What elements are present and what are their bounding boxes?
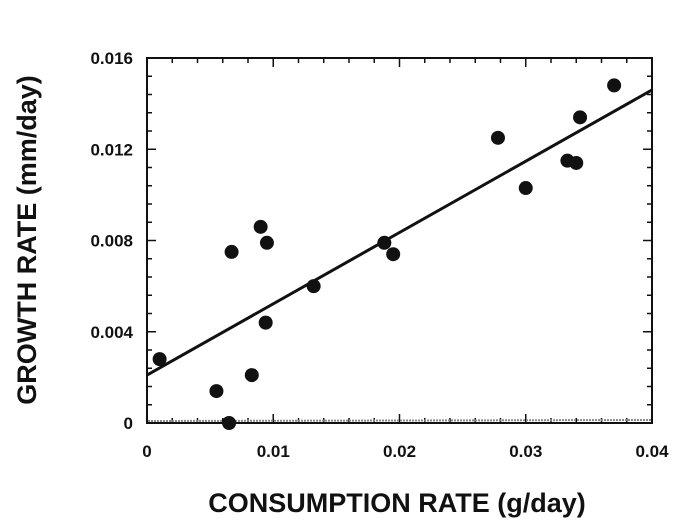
y-tick-label: 0.008 bbox=[90, 232, 133, 251]
x-tick-label: 0.02 bbox=[383, 442, 416, 461]
y-tick-label: 0 bbox=[124, 414, 133, 433]
x-tick-label: 0.04 bbox=[635, 442, 669, 461]
data-point bbox=[253, 219, 268, 234]
x-tick-label: 0.03 bbox=[509, 442, 542, 461]
y-tick-label: 0.012 bbox=[90, 140, 133, 159]
point-layer bbox=[152, 78, 622, 430]
regression-line bbox=[146, 88, 653, 377]
data-point bbox=[573, 110, 588, 125]
data-point bbox=[518, 181, 533, 196]
data-point bbox=[209, 384, 224, 399]
data-point bbox=[607, 78, 622, 93]
y-tick-label: 0.004 bbox=[90, 323, 133, 342]
data-point bbox=[569, 155, 584, 170]
data-point bbox=[258, 315, 273, 330]
data-point bbox=[259, 235, 274, 250]
data-point bbox=[377, 235, 392, 250]
x-tick-label: 0 bbox=[142, 442, 151, 461]
data-point bbox=[152, 352, 167, 367]
x-tick-label: 0.01 bbox=[257, 442, 290, 461]
y-tick-label: 0.016 bbox=[90, 49, 133, 68]
y-axis-title: GROWTH RATE (mm/day) bbox=[12, 75, 42, 405]
line-layer bbox=[146, 88, 653, 422]
data-point bbox=[244, 368, 259, 383]
data-point bbox=[386, 247, 401, 262]
x-axis-title: CONSUMPTION RATE (g/day) bbox=[208, 488, 586, 518]
data-point bbox=[490, 130, 505, 145]
data-point bbox=[222, 416, 237, 430]
label-layer: 0 0.01 0.02 0.03 0.04 0 0.004 0.008 0.012 0.016 bbox=[90, 49, 669, 461]
data-point bbox=[306, 279, 321, 294]
data-point bbox=[224, 244, 239, 259]
